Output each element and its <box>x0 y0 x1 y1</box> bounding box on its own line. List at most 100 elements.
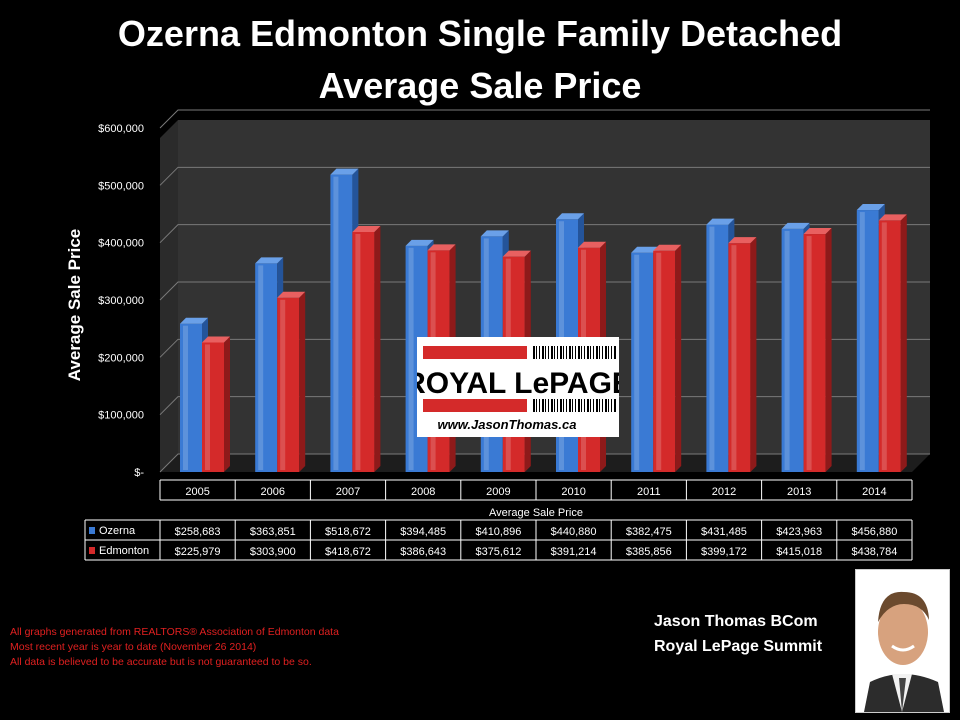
bar-front <box>706 224 729 472</box>
data-table-cell: $258,683 <box>175 526 221 538</box>
bar-side <box>750 237 757 472</box>
barcode-stripe <box>602 346 603 359</box>
bar-highlight <box>656 252 662 470</box>
barcode-stripe <box>539 399 540 412</box>
bar-front <box>202 342 224 472</box>
bar-top <box>277 291 306 298</box>
bar-edmonton-2006 <box>277 291 306 472</box>
barcode-stripe <box>581 346 582 359</box>
x-axis-label: Average Sale Price <box>489 507 583 519</box>
bar-top <box>502 250 531 257</box>
data-table-cell: $386,643 <box>400 546 446 558</box>
bar-top <box>803 228 832 235</box>
barcode-stripe <box>533 346 535 359</box>
bar-side <box>675 244 682 472</box>
barcode-stripe <box>545 346 546 359</box>
x-tick-label: 2008 <box>411 486 435 498</box>
data-table-cell: $399,172 <box>701 546 747 558</box>
legend-swatch-edmonton <box>89 547 95 554</box>
data-table-cell: $423,963 <box>776 526 822 538</box>
logo-graphic: ROYAL LePAGE www.JasonThomas.ca <box>404 346 632 432</box>
note-line: All graphs generated from REALTORS® Asso… <box>10 626 339 638</box>
bar-top <box>405 239 434 246</box>
bar-edmonton-2013 <box>803 228 832 472</box>
bar-highlight <box>806 236 812 470</box>
barcode-stripe <box>542 399 544 412</box>
bar-highlight <box>333 176 339 470</box>
x-tick-label: 2005 <box>185 486 209 498</box>
data-table-cell: $418,672 <box>325 546 371 558</box>
bar-front <box>728 243 751 472</box>
data-table-cell: $431,485 <box>701 526 747 538</box>
gridline <box>159 166 930 186</box>
barcode-stripe <box>578 399 580 412</box>
bar-top <box>631 246 660 253</box>
bar-front <box>255 263 278 472</box>
y-tick-label: $300,000 <box>98 295 144 307</box>
x-tick-label: 2013 <box>787 486 811 498</box>
barcode-stripe <box>614 399 616 412</box>
data-table-cell: $440,880 <box>551 526 597 538</box>
note-line: Most recent year is year to date (Novemb… <box>10 641 257 653</box>
bar-highlight <box>784 230 790 470</box>
barcode-stripe <box>560 346 562 359</box>
bar-side <box>299 291 306 472</box>
bar-front <box>277 297 300 472</box>
x-tick-label: 2012 <box>712 486 736 498</box>
bar-top <box>728 237 757 244</box>
bar-edmonton-2012 <box>728 237 757 472</box>
bar-top <box>653 244 682 251</box>
bar-highlight <box>881 222 887 470</box>
bar-top <box>480 230 509 237</box>
x-tick-label: 2010 <box>561 486 585 498</box>
agent-photo <box>855 569 950 713</box>
barcode-stripe <box>548 399 549 412</box>
barcode-stripe <box>575 399 576 412</box>
bar-top <box>427 244 456 251</box>
barcode-stripe <box>590 399 591 412</box>
gridline <box>159 224 930 244</box>
bar-top <box>330 168 359 175</box>
barcode-stripe <box>611 399 612 412</box>
data-table-cell: $375,612 <box>475 546 521 558</box>
royal-lepage-logo: ROYAL LePAGE www.JasonThomas.ca <box>404 337 632 437</box>
bar-front <box>352 231 375 472</box>
barcode-stripe <box>557 346 558 359</box>
note-line: All data is believed to be accurate but … <box>10 656 312 668</box>
bar-top <box>255 257 284 264</box>
agent-name: Jason Thomas BCom <box>654 613 818 630</box>
bar-edmonton-2014 <box>878 214 907 472</box>
bar-top <box>180 317 208 324</box>
data-table-cell: $363,851 <box>250 526 296 538</box>
barcode-stripe <box>539 346 540 359</box>
bar-top <box>706 218 735 225</box>
chart-title-line2: Average Sale Price <box>318 65 642 106</box>
y-tick-label: $100,000 <box>98 410 144 422</box>
data-table-cell: $410,896 <box>475 526 521 538</box>
bar-edmonton-2007 <box>352 225 381 472</box>
chart-title-line1: Ozerna Edmonton Single Family Detached <box>117 13 843 54</box>
barcode-stripe <box>584 346 585 359</box>
agent-portrait-illustration <box>856 570 949 712</box>
barcode-stripe <box>551 399 553 412</box>
legend-label-ozerna: Ozerna <box>99 525 136 537</box>
bar-highlight <box>258 265 264 470</box>
barcode-stripe <box>536 399 537 412</box>
bar-front <box>803 234 826 472</box>
bar-front <box>180 323 202 472</box>
barcode-stripe <box>602 399 603 412</box>
barcode-stripe <box>608 399 609 412</box>
barcode-stripe <box>554 399 555 412</box>
barcode-stripe <box>563 346 564 359</box>
bar-top <box>556 213 584 220</box>
bar-highlight <box>859 212 865 470</box>
bar-highlight <box>709 226 715 470</box>
y-tick-label: $200,000 <box>98 352 144 364</box>
barcode-stripe <box>581 399 582 412</box>
data-table-cell: $382,475 <box>626 526 672 538</box>
data-table-cell: $394,485 <box>400 526 446 538</box>
y-tick-label: $600,000 <box>98 123 144 135</box>
y-tick-label: $- <box>134 467 144 479</box>
barcode-stripe <box>545 399 546 412</box>
bar-top <box>878 214 907 221</box>
